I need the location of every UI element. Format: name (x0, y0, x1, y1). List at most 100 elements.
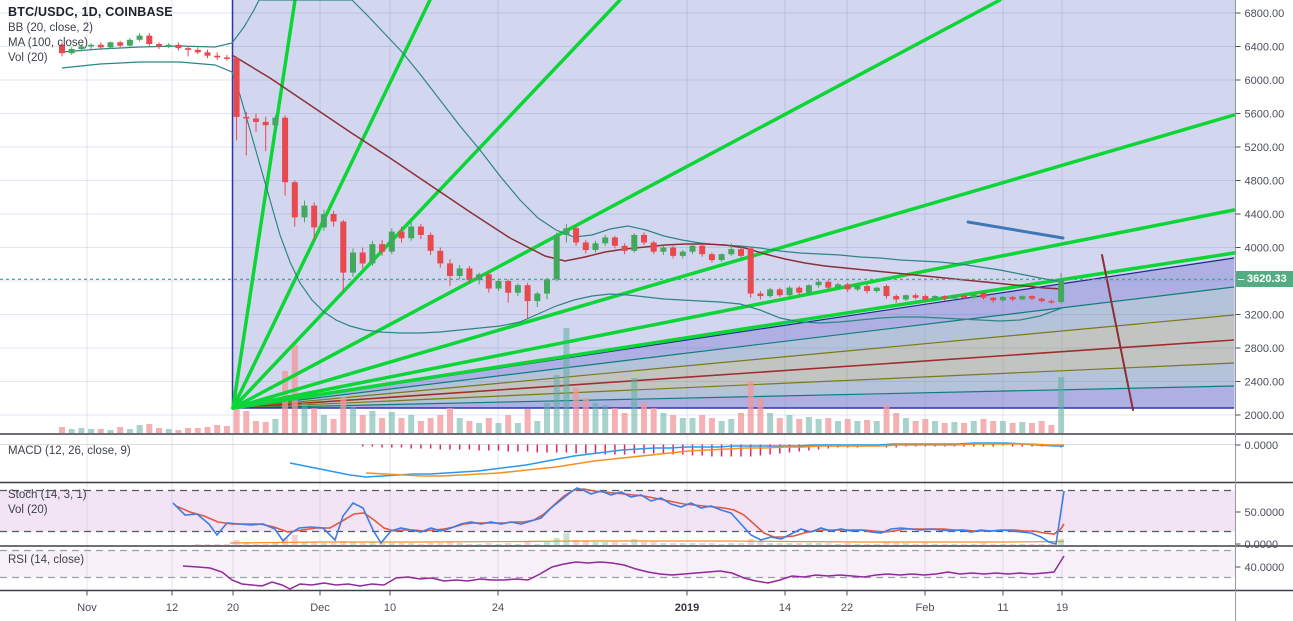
price-axis-label: 4400.00 (1245, 209, 1285, 221)
candle-body (611, 237, 618, 246)
volume-bar (214, 425, 221, 433)
volume-bar (544, 403, 550, 433)
volume-bar (592, 403, 599, 433)
candle-body (621, 245, 628, 251)
candle-body (524, 285, 531, 302)
volume-bar (815, 419, 822, 433)
time-axis-label: 14 (779, 602, 791, 614)
volume-bar (883, 405, 890, 433)
macd-label[interactable]: MACD (12, 26, close, 9) (8, 445, 131, 457)
indicator-bb-label[interactable]: BB (20, close, 2) (8, 22, 94, 34)
candle-body (417, 226, 424, 235)
stoch-k-line (172, 487, 1065, 546)
volume-bar (340, 397, 347, 433)
candle-body (495, 281, 502, 289)
volume-bar (262, 422, 269, 433)
volume-bar (670, 415, 677, 433)
candle-body (233, 58, 240, 117)
volume-bar (805, 417, 812, 433)
volume-bar (582, 398, 589, 433)
indicator-vol-label[interactable]: Vol (20) (8, 52, 48, 64)
volume-bar (126, 429, 133, 433)
candle-body (708, 254, 715, 261)
price-axis-label: 3200.00 (1245, 310, 1285, 322)
symbol-title[interactable]: BTC/USDC, 1D, COINBASE (8, 5, 173, 19)
stoch-vol-label[interactable]: Vol (20) (8, 504, 48, 516)
volume-bar (301, 403, 308, 433)
volume-bar (88, 429, 95, 433)
time-axis-label: Feb (916, 602, 935, 614)
candle-body (738, 249, 744, 256)
candle-body (369, 244, 376, 264)
volume-bar (427, 418, 434, 433)
candle-body (999, 296, 1006, 301)
candle-body (602, 237, 609, 244)
candle-body (815, 281, 822, 286)
volume-bar (223, 426, 230, 433)
macd-signal-line (365, 443, 1064, 477)
volume-bar (359, 415, 366, 433)
candle-body (514, 285, 521, 293)
time-axis-label: 10 (384, 602, 396, 614)
volume-bar (912, 421, 919, 433)
volume-bar (747, 381, 754, 433)
last-price-value: 3620.33 (1247, 273, 1287, 286)
candle-body (1019, 296, 1026, 300)
indicator-axis-label: 50.0000 (1245, 507, 1285, 519)
volume-bar (514, 423, 521, 433)
trendlines (966, 220, 1134, 411)
volume-bar (1048, 425, 1055, 433)
candle-body (912, 295, 919, 298)
volume-bar (602, 405, 609, 433)
candle-body (165, 44, 172, 47)
indicator-ma-label[interactable]: MA (100, close) (8, 37, 88, 49)
macd-pane (0, 442, 1236, 478)
price-axis-label: 5200.00 (1245, 142, 1285, 154)
volume-bar (165, 429, 172, 433)
candle-body (379, 244, 386, 252)
candle-body (350, 252, 356, 273)
rsi-label[interactable]: RSI (14, close) (8, 554, 85, 566)
ma-line (231, 54, 1063, 290)
overlay-lines (61, 0, 1063, 334)
time-axis-label: 2019 (675, 602, 699, 614)
candle-body (970, 294, 977, 298)
time-axis-label: 11 (997, 602, 1008, 614)
volume-bar (679, 418, 686, 433)
candle-body (873, 287, 880, 292)
time-axis-label: 20 (227, 602, 239, 614)
volume-bar (476, 423, 483, 433)
volume-bar (941, 423, 948, 433)
time-axis-label: Dec (310, 602, 330, 614)
candle-body (757, 293, 764, 297)
candle-body (320, 214, 327, 228)
candle-body (185, 48, 192, 50)
volume-bar (68, 429, 75, 433)
price-axis-label: 4800.00 (1245, 176, 1285, 188)
volume-bar (417, 421, 424, 433)
candle-body (136, 35, 143, 40)
candle-body (291, 182, 298, 218)
candle-body (194, 49, 201, 53)
price-tag-tick (1238, 278, 1244, 281)
candle-body (485, 274, 492, 289)
volume-bar (1009, 423, 1016, 433)
candle-body (146, 35, 153, 44)
volume-bar (59, 427, 65, 433)
volume-bar (505, 415, 512, 433)
volume-bar (466, 421, 473, 433)
candle-body (961, 295, 968, 298)
candle-body (447, 263, 453, 276)
stoch-label[interactable]: Stoch (14, 3, 1) (8, 489, 87, 501)
volume-bar (999, 421, 1006, 433)
stoch-pane (0, 487, 1236, 546)
candle-body (1048, 301, 1055, 303)
gann-fan-lines (231, 0, 1236, 410)
candle-body (582, 242, 589, 251)
candle-body (301, 205, 308, 218)
volume-bar (1038, 421, 1045, 433)
volume-bar (379, 418, 386, 433)
